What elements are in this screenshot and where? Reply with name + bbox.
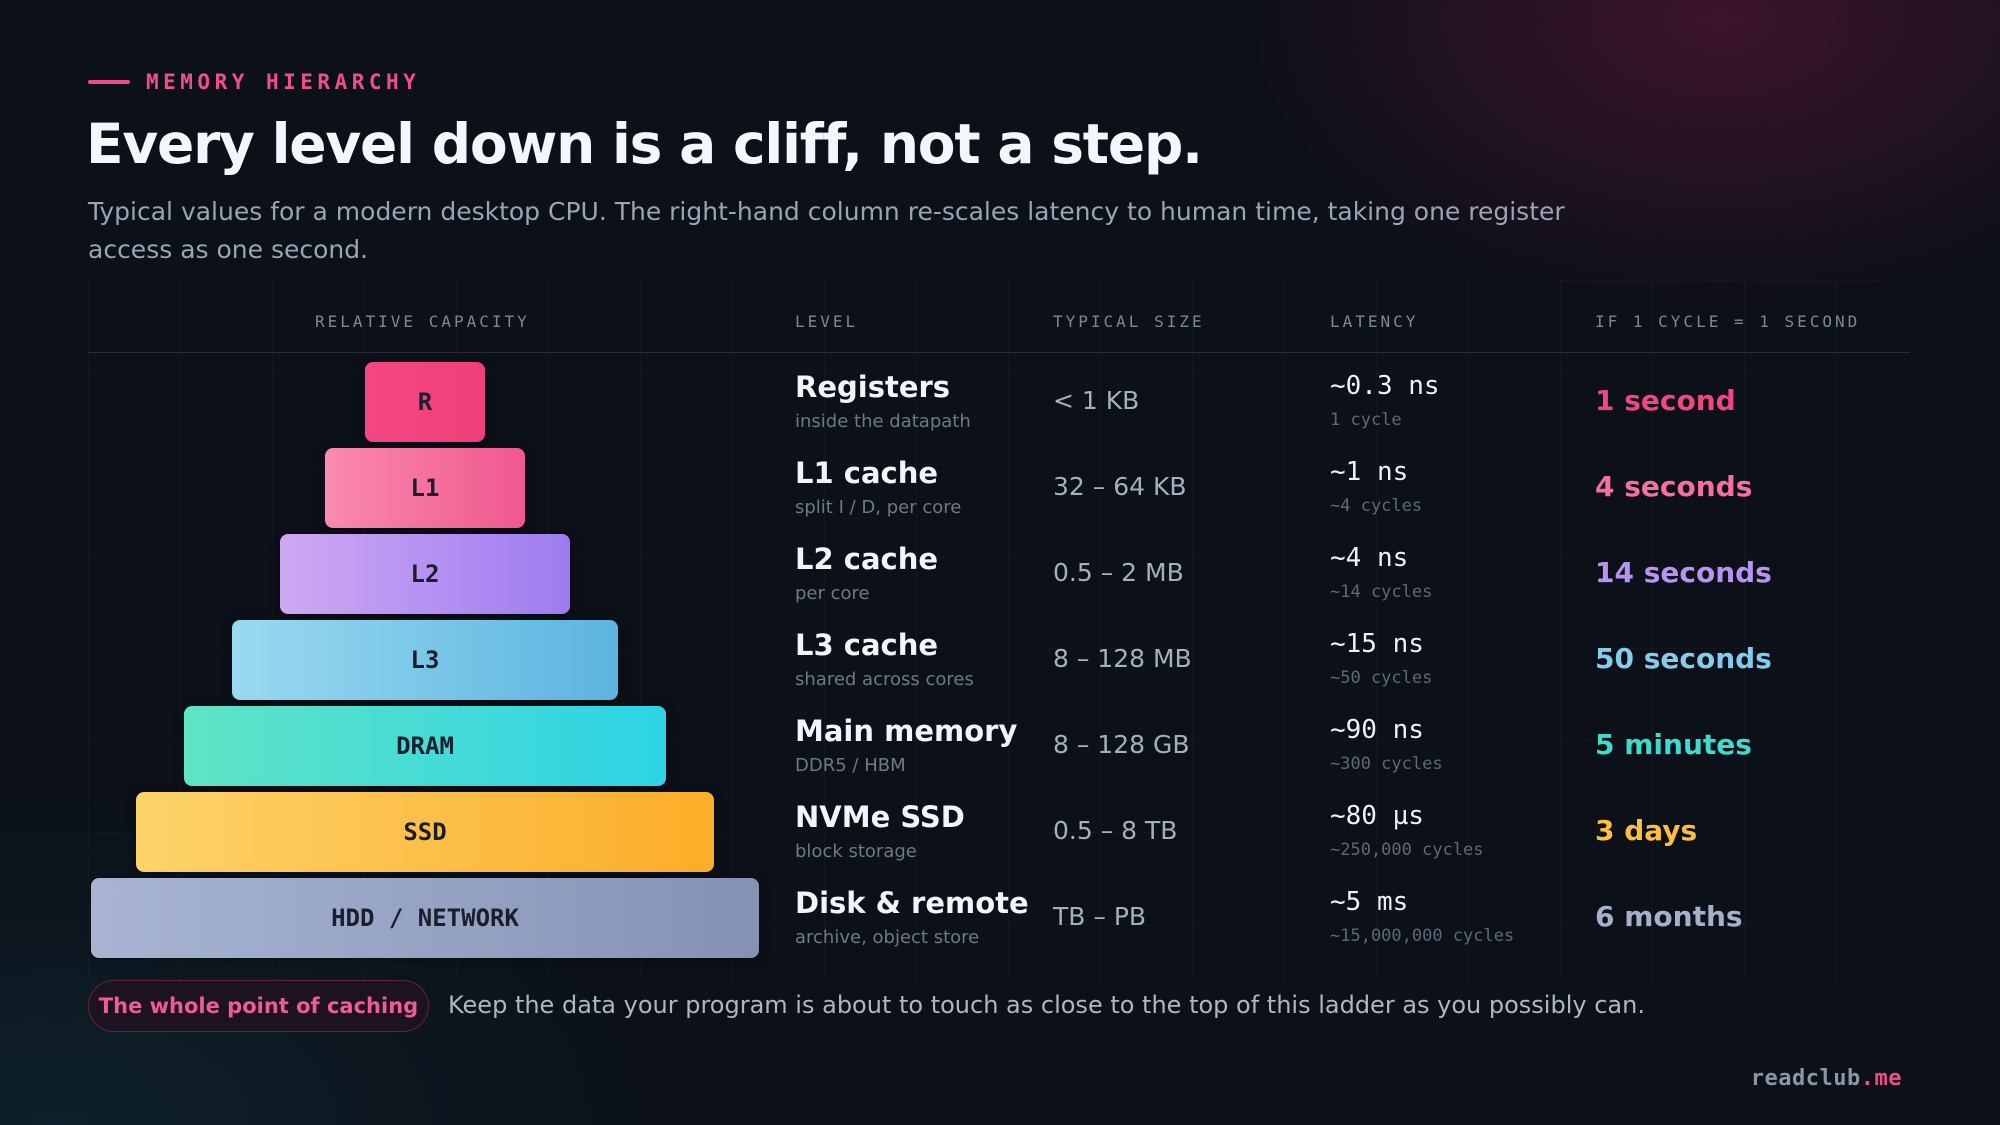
pyramid-block-l2: L2: [280, 534, 570, 614]
eyebrow-label: MEMORY HIERARCHY: [146, 70, 421, 94]
level-name-l1: L1 cache: [795, 456, 939, 490]
column-header-latency: LATENCY: [1330, 312, 1419, 331]
column-header-human-time: IF 1 CYCLE = 1 SECOND: [1595, 312, 1861, 331]
size-l1: 32 – 64 KB: [1053, 472, 1187, 501]
callout-text: Keep the data your program is about to t…: [448, 991, 1645, 1019]
column-header-capacity: RELATIVE CAPACITY: [315, 312, 530, 331]
human-time-registers: 1 second: [1595, 384, 1736, 417]
latency-dram: ~90 ns: [1330, 715, 1424, 745]
level-desc-l1: split I / D, per core: [795, 497, 962, 518]
header-divider: [88, 352, 1910, 353]
latency-registers: ~0.3 ns: [1330, 371, 1440, 401]
size-dram: 8 – 128 GB: [1053, 730, 1190, 759]
eyebrow-rule: [88, 80, 130, 84]
latency-l1: ~1 ns: [1330, 457, 1409, 487]
level-desc-l3: shared across cores: [795, 669, 974, 690]
human-time-l1: 4 seconds: [1595, 470, 1753, 503]
cycles-l3: ~50 cycles: [1330, 668, 1433, 688]
pyramid-block-dram: DRAM: [184, 706, 666, 786]
human-time-l2: 14 seconds: [1595, 556, 1772, 589]
brand-name: readclub: [1750, 1066, 1861, 1091]
level-desc-registers: inside the datapath: [795, 411, 971, 432]
page-title: Every level down is a cliff, not a step.: [86, 112, 1203, 176]
human-time-dram: 5 minutes: [1595, 728, 1752, 761]
cycles-ssd: ~250,000 cycles: [1330, 840, 1484, 860]
level-desc-l2: per core: [795, 583, 870, 604]
level-name-ssd: NVMe SSD: [795, 800, 965, 834]
cycles-dram: ~300 cycles: [1330, 754, 1443, 774]
size-disk-remote: TB – PB: [1053, 902, 1147, 931]
level-desc-disk-remote: archive, object store: [795, 927, 980, 948]
latency-ssd: ~80 µs: [1330, 801, 1424, 831]
level-name-registers: Registers: [795, 370, 951, 404]
cycles-l2: ~14 cycles: [1330, 582, 1433, 602]
level-name-dram: Main memory: [795, 714, 1018, 748]
pyramid-block-l3: L3: [232, 620, 618, 700]
level-desc-dram: DDR5 / HBM: [795, 755, 906, 776]
latency-disk-remote: ~5 ms: [1330, 887, 1409, 917]
latency-l2: ~4 ns: [1330, 543, 1409, 573]
pyramid-block-hdd-network: HDD / NETWORK: [91, 878, 759, 958]
human-time-l3: 50 seconds: [1595, 642, 1772, 675]
column-header-level: LEVEL: [795, 312, 859, 331]
level-name-l2: L2 cache: [795, 542, 939, 576]
eyebrow: MEMORY HIERARCHY: [88, 70, 420, 94]
callout-pill: The whole point of caching: [88, 980, 429, 1032]
level-desc-ssd: block storage: [795, 841, 917, 862]
pyramid-block-registers: R: [365, 362, 485, 442]
column-header-size: TYPICAL SIZE: [1053, 312, 1205, 331]
brand-logo: readclub.me: [1751, 1066, 1902, 1091]
pyramid-block-l1: L1: [325, 448, 525, 528]
size-registers: < 1 KB: [1053, 386, 1140, 415]
brand-tld: .me: [1860, 1066, 1902, 1091]
latency-l3: ~15 ns: [1330, 629, 1424, 659]
page-subtitle: Typical values for a modern desktop CPU.…: [88, 197, 1565, 264]
size-l2: 0.5 – 2 MB: [1053, 558, 1184, 587]
human-time-disk-remote: 6 months: [1595, 900, 1743, 933]
pyramid-block-ssd: SSD: [136, 792, 714, 872]
cycles-registers: 1 cycle: [1330, 410, 1402, 430]
level-name-disk-remote: Disk & remote: [795, 886, 1029, 920]
size-ssd: 0.5 – 8 TB: [1053, 816, 1178, 845]
size-l3: 8 – 128 MB: [1053, 644, 1192, 673]
cycles-disk-remote: ~15,000,000 cycles: [1330, 926, 1515, 946]
cycles-l1: ~4 cycles: [1330, 496, 1423, 516]
level-name-l3: L3 cache: [795, 628, 939, 662]
human-time-ssd: 3 days: [1595, 814, 1698, 847]
